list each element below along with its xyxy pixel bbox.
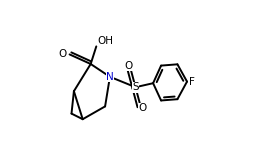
Text: O: O (138, 103, 146, 113)
Text: F: F (189, 77, 195, 87)
Text: OH: OH (97, 36, 113, 46)
Text: N: N (106, 72, 114, 82)
Text: O: O (59, 49, 67, 59)
Text: S: S (132, 82, 139, 92)
Text: O: O (125, 61, 133, 71)
